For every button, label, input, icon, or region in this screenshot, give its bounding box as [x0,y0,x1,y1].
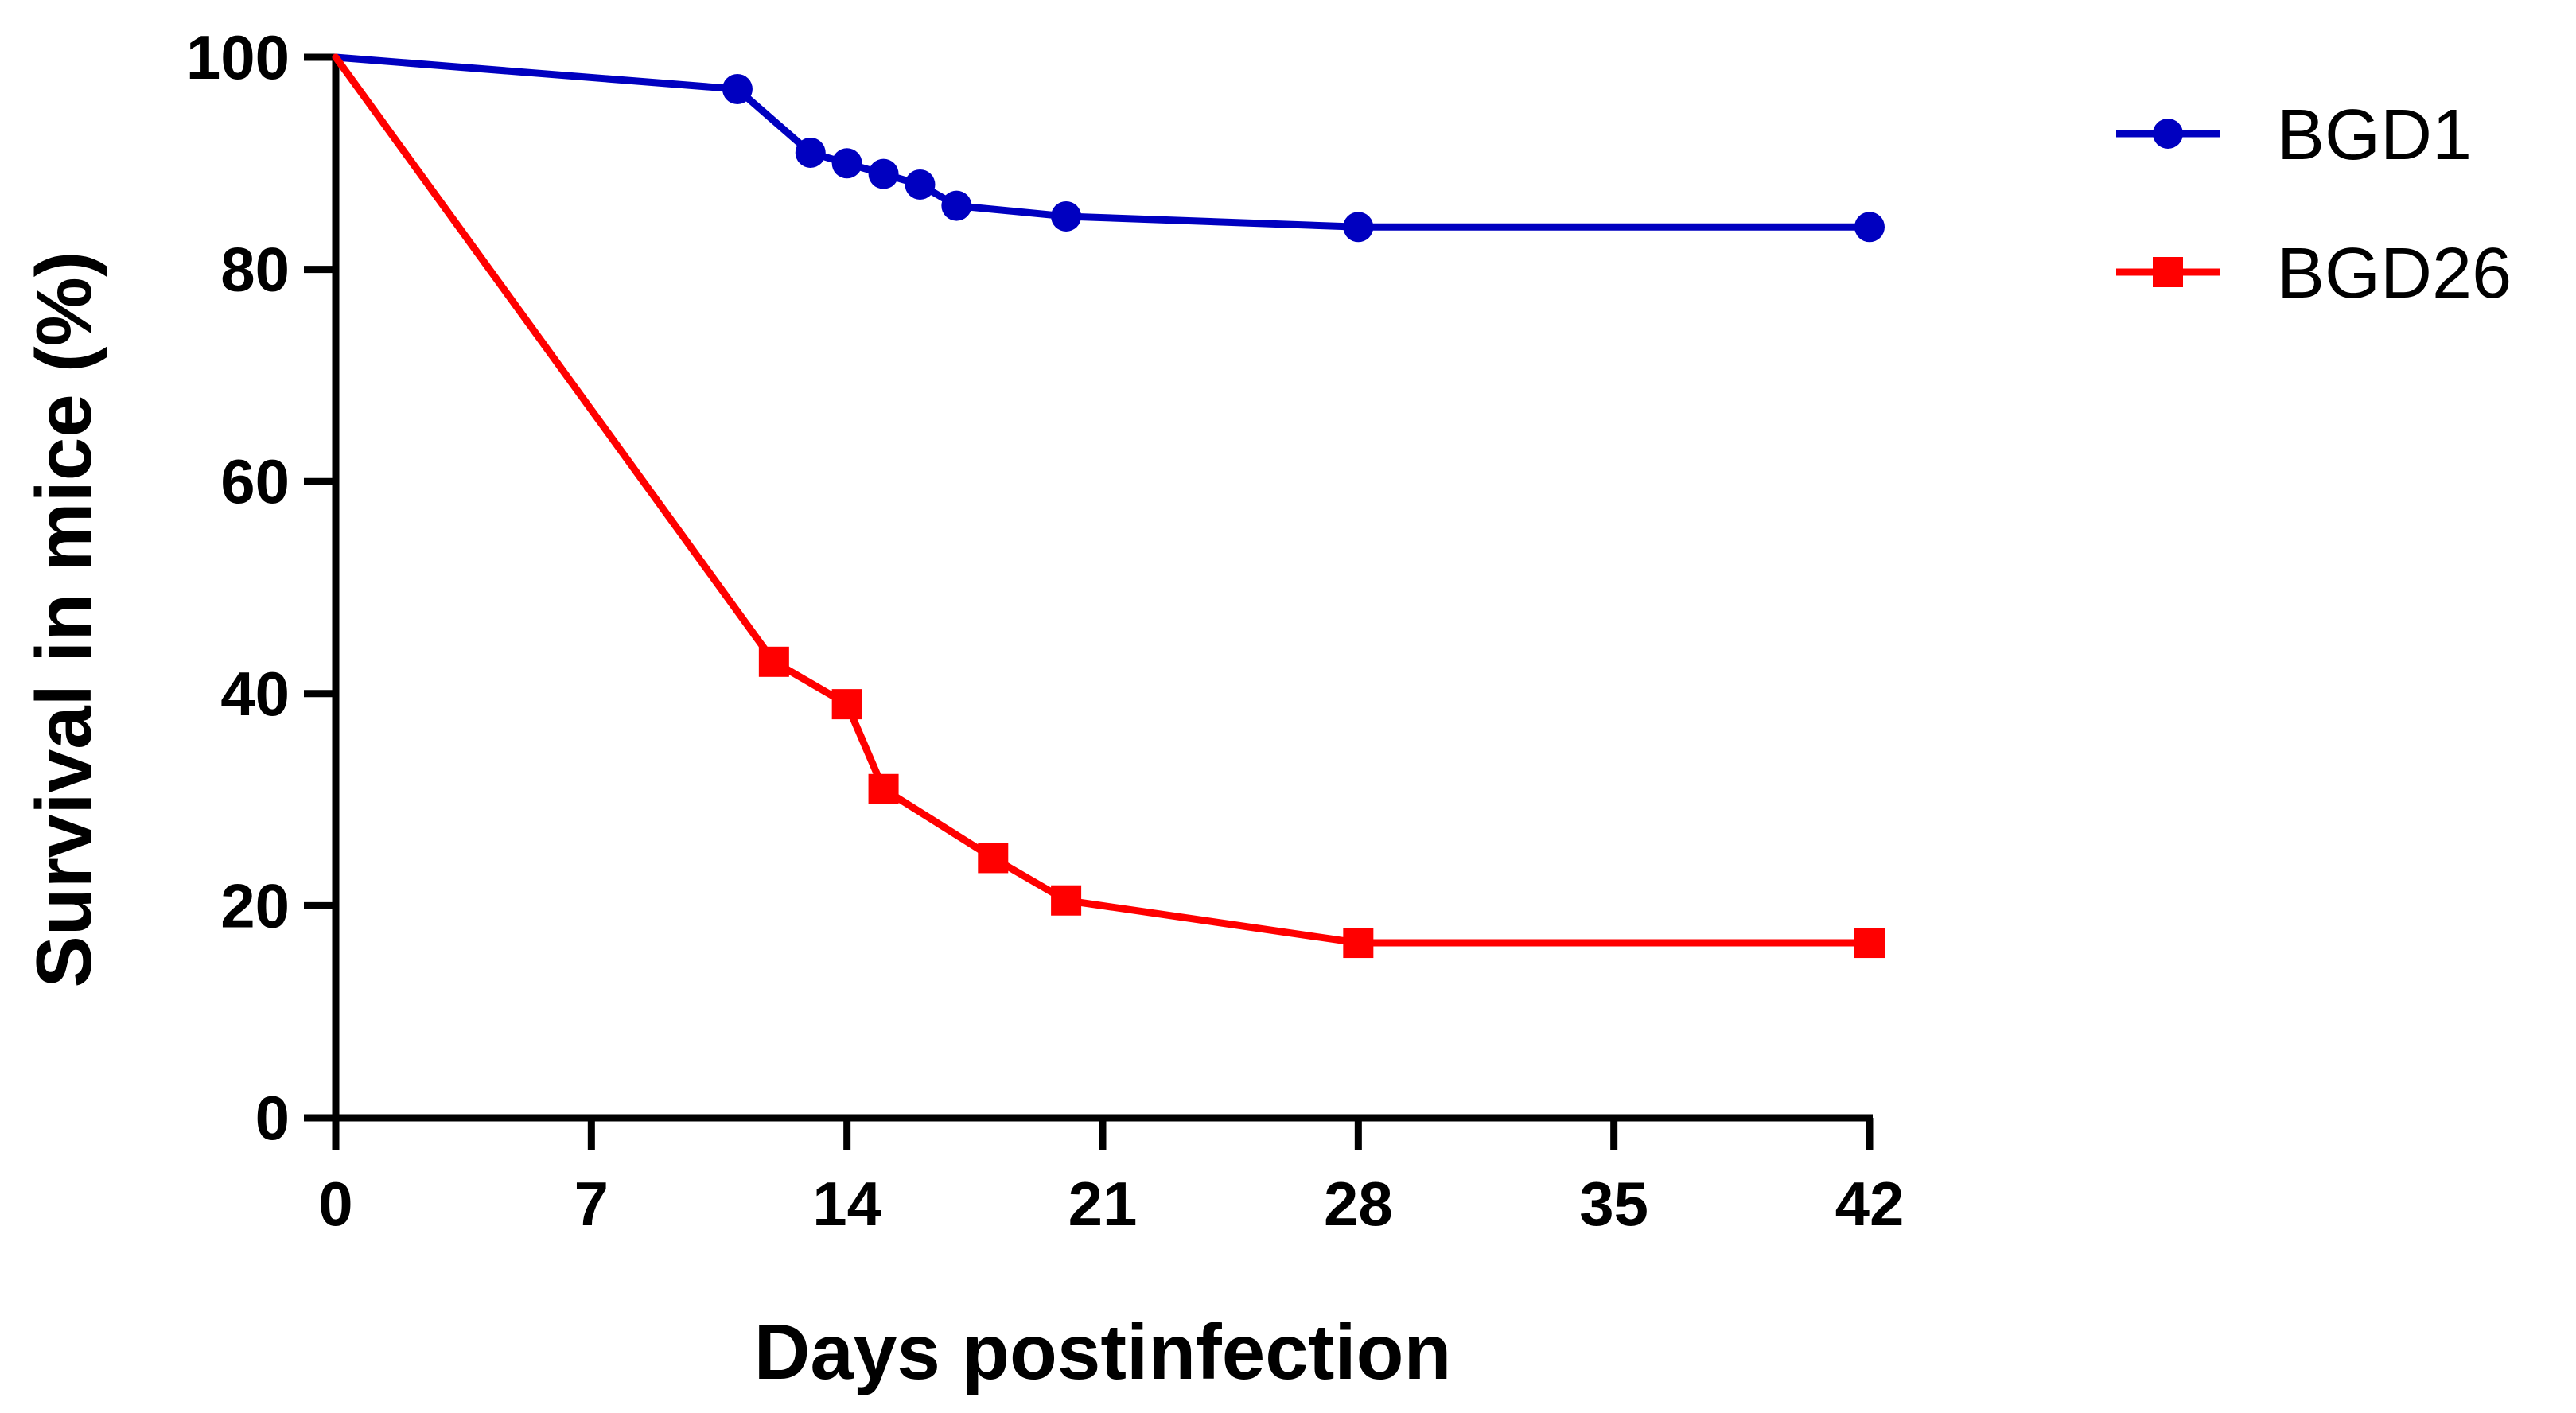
legend-label: BGD26 [2277,234,2512,313]
data-point-bgd26 [1343,928,1374,959]
data-point-bgd26 [1051,885,1082,916]
x-tick-label: 28 [1324,1169,1393,1239]
data-point-bgd26 [831,689,862,720]
data-point-bgd1 [1343,212,1374,243]
x-tick-label: 7 [574,1169,609,1239]
legend-marker [2153,257,2183,287]
series-bgd26 [332,53,1885,959]
y-tick-label: 20 [220,870,290,940]
y-tick-label: 80 [220,235,290,305]
data-point-bgd26 [758,646,789,677]
y-tick-label: 0 [255,1083,290,1153]
legend-item-bgd1: BGD1 [2116,95,2472,175]
data-point-bgd1 [941,190,972,221]
x-tick-label: 42 [1835,1169,1905,1239]
data-point-bgd26 [1854,928,1885,959]
data-point-bgd1 [722,73,753,104]
x-tick-label: 14 [812,1169,881,1239]
data-point-bgd1 [795,137,826,168]
x-tick-label: 0 [318,1169,352,1239]
y-tick-label: 100 [186,22,290,92]
x-ticks: 0 7 14 21 28 35 42 [318,1118,1904,1239]
series-line-bgd26 [332,53,1874,947]
series-layer [332,53,1885,959]
x-tick-label: 35 [1579,1169,1648,1239]
y-tick-label: 60 [220,446,290,516]
x-tick-label: 21 [1068,1169,1138,1239]
x-axis-title: Days postinfection [754,1308,1452,1395]
data-point-bgd1 [831,148,862,179]
data-point-bgd26 [978,843,1009,874]
legend-label: BGD1 [2277,95,2472,175]
legend-item-bgd26: BGD26 [2116,234,2512,313]
series-bgd1 [332,53,1885,243]
y-tick-label: 40 [220,659,290,729]
legend: BGD1 BGD26 [2116,95,2512,313]
series-line-bgd1 [332,53,1874,231]
data-point-bgd1 [868,158,899,189]
legend-marker [2153,119,2183,149]
y-ticks: 0 20 40 60 80 100 [186,22,336,1153]
data-point-bgd26 [868,773,899,804]
data-point-bgd1 [1854,212,1885,243]
data-point-bgd1 [905,169,936,200]
data-point-bgd1 [1051,200,1082,232]
y-axis-title: Survival in mice (%) [20,251,107,988]
